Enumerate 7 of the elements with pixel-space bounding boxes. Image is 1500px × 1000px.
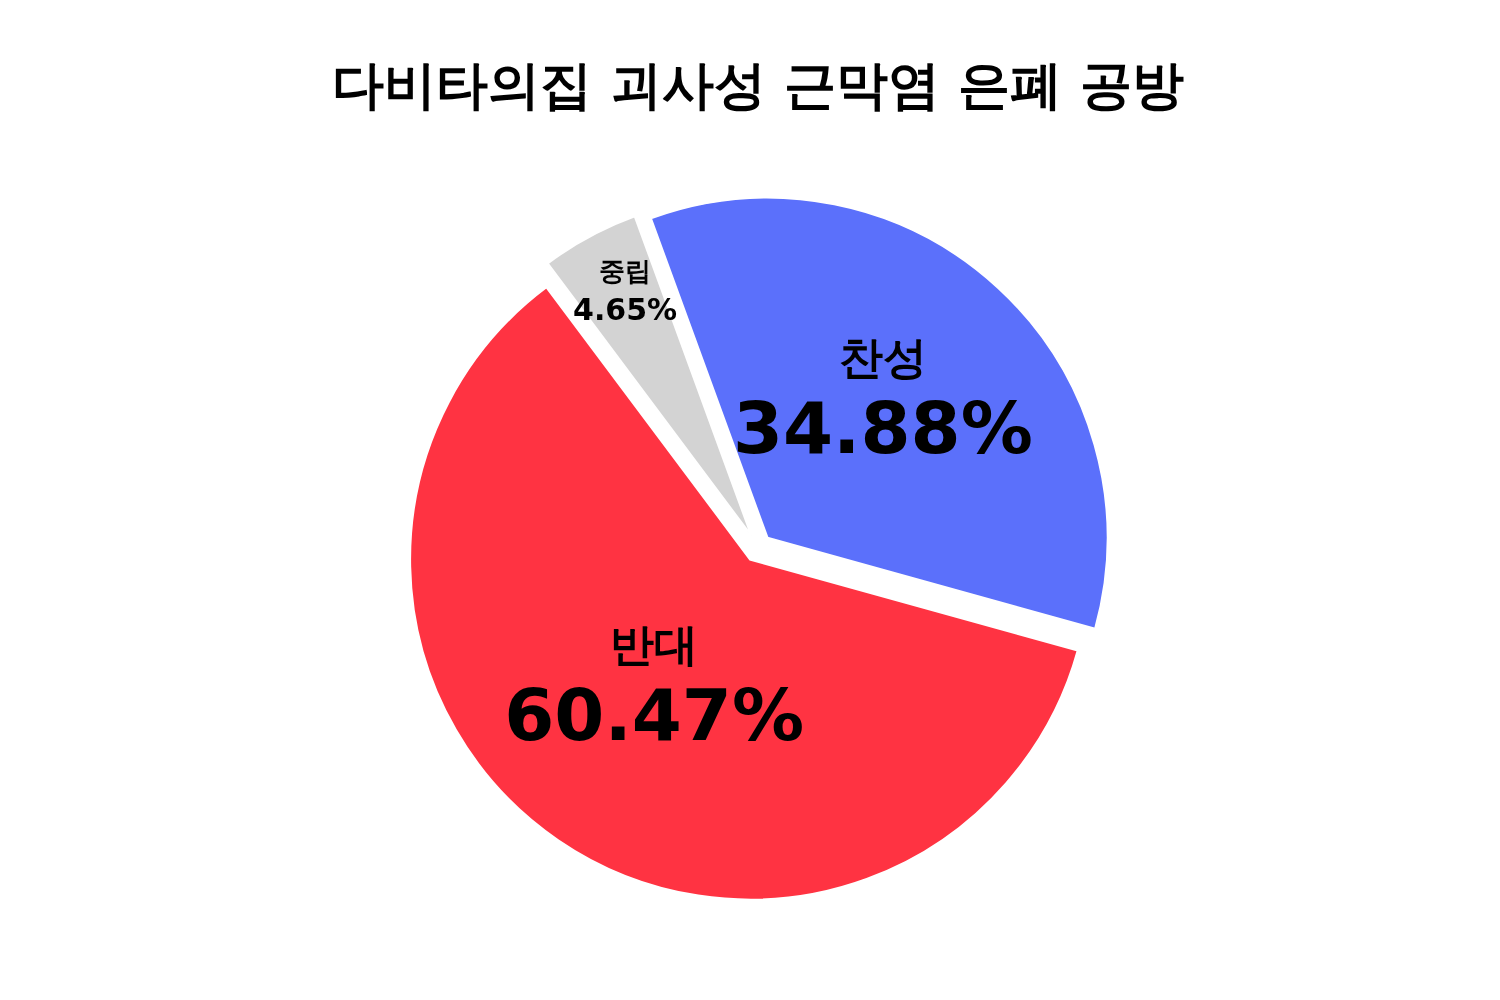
chart-title: 다비타의집 괴사성 근막염 은폐 공방 bbox=[331, 55, 1185, 115]
data-label: 60.47% bbox=[504, 672, 805, 757]
data-label: 4.65% bbox=[573, 292, 678, 328]
slice-label: 중립 bbox=[599, 256, 652, 287]
data-label: 34.88% bbox=[732, 385, 1033, 470]
slice-label: 반대 bbox=[610, 618, 699, 670]
slice-label: 찬성 bbox=[838, 331, 927, 383]
